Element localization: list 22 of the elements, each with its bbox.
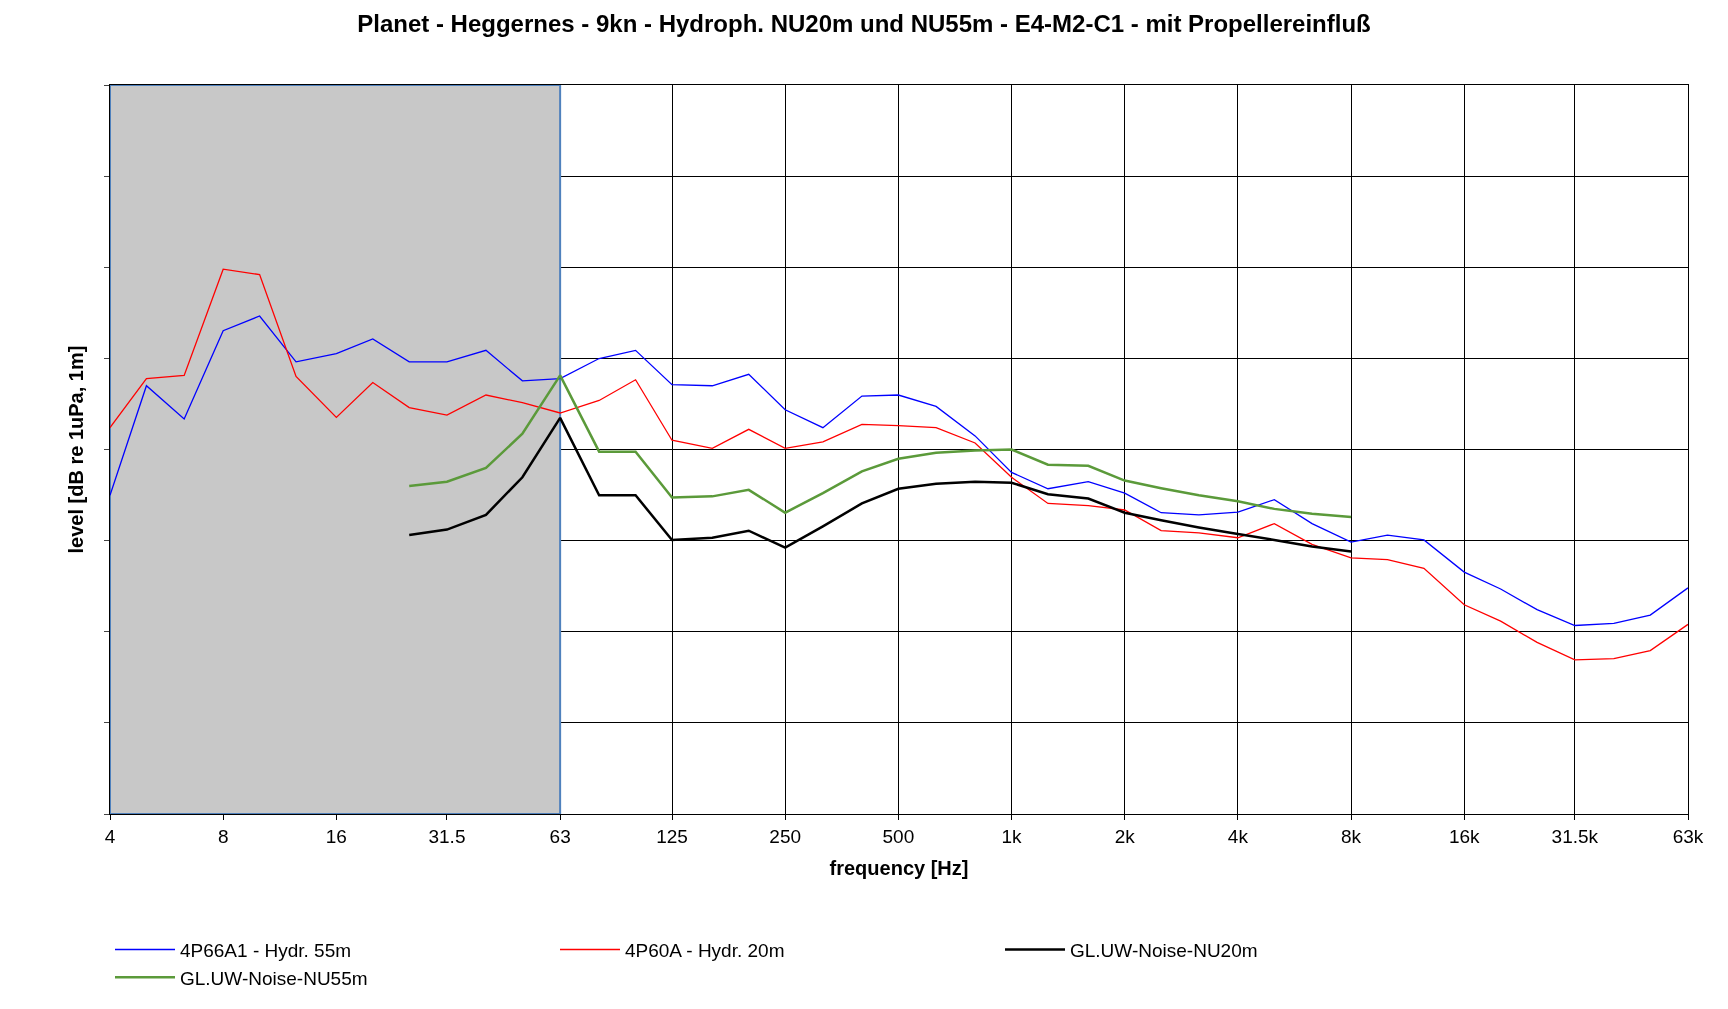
chart-title: Planet - Heggernes - 9kn - Hydroph. NU20m und NU55m - E4-M2-C1 - mit Propellereinfluß [357, 9, 1371, 37]
x-tick-label: 500 [882, 825, 915, 847]
legend-label: 4P66A1 - Hydr. 55m [180, 939, 352, 961]
x-tick-label: 4 [104, 825, 116, 847]
x-tick-label: 8 [217, 825, 229, 847]
x-tick-label: 31.5k [1551, 825, 1599, 847]
x-tick-label: 1k [1001, 825, 1023, 847]
legend-label: GL.UW-Noise-NU55m [180, 967, 368, 989]
legend-label: GL.UW-Noise-NU20m [1070, 939, 1258, 961]
x-axis-title: frequency [Hz] [829, 857, 969, 880]
x-tick-label: 16 [325, 825, 347, 847]
x-tick-label: 31.5 [428, 825, 466, 847]
x-tick-label: 16k [1448, 825, 1481, 847]
x-tick-label: 63k [1672, 825, 1704, 847]
legend-label: 4P60A - Hydr. 20m [625, 939, 785, 961]
x-tick-label: 2k [1114, 825, 1136, 847]
x-tick-label: 4k [1227, 825, 1249, 847]
y-axis-title: level [dB re 1uPa, 1m] [64, 345, 87, 554]
x-tick-label: 125 [656, 825, 688, 847]
x-tick-label: 250 [769, 825, 802, 847]
x-tick-label: 63 [549, 825, 571, 847]
x-tick-label: 8k [1341, 825, 1362, 847]
